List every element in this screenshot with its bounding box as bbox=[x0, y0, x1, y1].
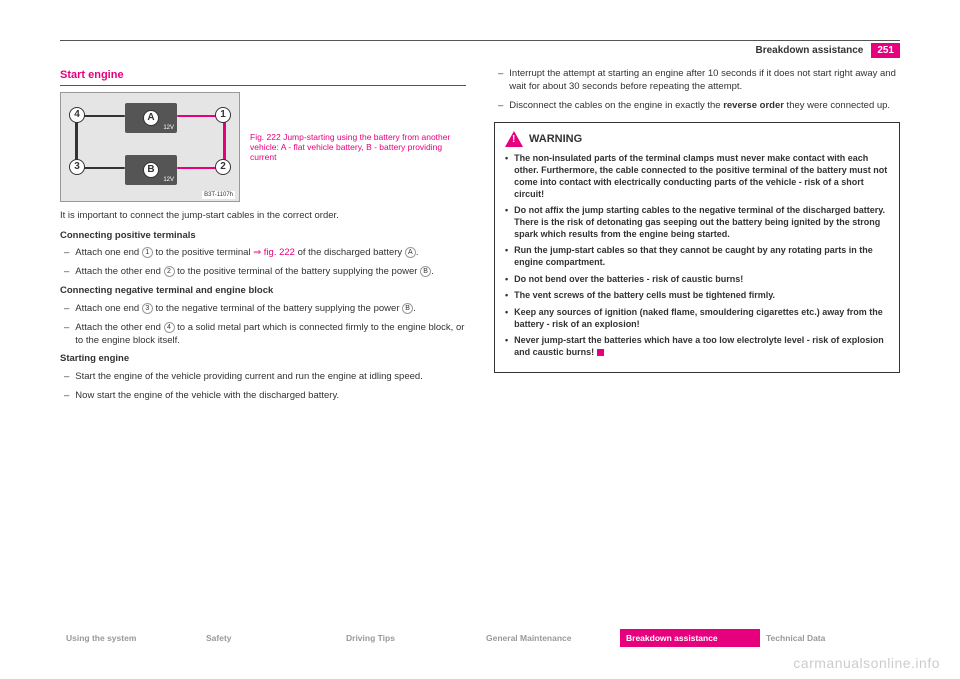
dash-icon: – bbox=[64, 266, 69, 279]
right-column: – Interrupt the attempt at starting an e… bbox=[494, 68, 900, 409]
footer-nav: Using the system Safety Driving Tips Gen… bbox=[60, 629, 900, 647]
warning-item-5: •The vent screws of the battery cells mu… bbox=[505, 290, 889, 302]
nav-driving-tips[interactable]: Driving Tips bbox=[340, 629, 480, 647]
section-name: Breakdown assistance bbox=[755, 45, 863, 56]
diagram-num-4: 4 bbox=[69, 107, 85, 123]
bullet-r1: – Interrupt the attempt at starting an e… bbox=[494, 68, 900, 94]
dash-icon: – bbox=[498, 100, 503, 113]
intro-paragraph: It is important to connect the jump-star… bbox=[60, 210, 466, 223]
bullet-3a-text: Start the engine of the vehicle providin… bbox=[75, 371, 423, 384]
nav-breakdown-assistance[interactable]: Breakdown assistance bbox=[620, 629, 760, 647]
nav-general-maintenance[interactable]: General Maintenance bbox=[480, 629, 620, 647]
warning-item-1: •The non-insulated parts of the terminal… bbox=[505, 153, 889, 200]
battery-a-label: A bbox=[143, 110, 159, 126]
figure-222-diagram: A 12V B 12V 1 2 3 4 bbox=[60, 92, 240, 202]
bullet-1a-text: Attach one end 1 to the positive termina… bbox=[75, 247, 418, 260]
page-header: Breakdown assistance 251 bbox=[60, 43, 900, 58]
bullet-2a: – Attach one end 3 to the negative termi… bbox=[60, 303, 466, 316]
warning-header: WARNING bbox=[505, 131, 889, 147]
warning-title: WARNING bbox=[529, 132, 582, 147]
bullet-1b: – Attach the other end 2 to the positive… bbox=[60, 266, 466, 279]
nav-safety[interactable]: Safety bbox=[200, 629, 340, 647]
fig-ref: ⇒ fig. 222 bbox=[253, 247, 295, 258]
ref-circle-b2: B bbox=[402, 303, 413, 314]
bullet-3b: – Now start the engine of the vehicle wi… bbox=[60, 390, 466, 403]
diagram-num-3: 3 bbox=[69, 159, 85, 175]
dash-icon: – bbox=[64, 371, 69, 384]
diagram-num-1: 1 bbox=[215, 107, 231, 123]
warning-item-4: •Do not bend over the batteries - risk o… bbox=[505, 274, 889, 286]
dash-icon: – bbox=[64, 390, 69, 403]
battery-b: B 12V bbox=[125, 155, 177, 185]
bullet-1b-text: Attach the other end 2 to the positive t… bbox=[75, 266, 433, 279]
figure-code: B3T-1107h bbox=[202, 191, 235, 199]
battery-b-label: B bbox=[143, 162, 159, 178]
top-rule bbox=[60, 40, 900, 41]
warning-item-6: •Keep any sources of ignition (naked fla… bbox=[505, 307, 889, 330]
bullet-1a: – Attach one end 1 to the positive termi… bbox=[60, 247, 466, 260]
page-number-badge: 251 bbox=[871, 43, 900, 58]
warning-item-7: •Never jump-start the batteries which ha… bbox=[505, 335, 889, 358]
figure-row: A 12V B 12V 1 2 3 4 bbox=[60, 92, 466, 202]
bullet-r1-text: Interrupt the attempt at starting an eng… bbox=[509, 68, 900, 94]
subhead-positive: Connecting positive terminals bbox=[60, 230, 466, 243]
bullet-2b-text: Attach the other end 4 to a solid metal … bbox=[75, 322, 466, 348]
bullet-2b: – Attach the other end 4 to a solid meta… bbox=[60, 322, 466, 348]
warning-box: WARNING •The non-insulated parts of the … bbox=[494, 122, 900, 372]
subhead-starting: Starting engine bbox=[60, 353, 466, 366]
section-heading: Start engine bbox=[60, 68, 466, 86]
ref-circle-a: A bbox=[405, 247, 416, 258]
diagram-num-2: 2 bbox=[215, 159, 231, 175]
nav-technical-data[interactable]: Technical Data bbox=[760, 629, 900, 647]
page-content: Breakdown assistance 251 Start engine A … bbox=[60, 40, 900, 639]
warning-item-3: •Run the jump-start cables so that they … bbox=[505, 245, 889, 268]
subhead-negative: Connecting negative terminal and engine … bbox=[60, 285, 466, 298]
ref-circle-4: 4 bbox=[164, 322, 175, 333]
dash-icon: – bbox=[64, 247, 69, 260]
dash-icon: – bbox=[498, 68, 503, 94]
figure-caption: Fig. 222 Jump-starting using the battery… bbox=[250, 132, 466, 163]
ref-circle-1: 1 bbox=[142, 247, 153, 258]
battery-b-voltage: 12V bbox=[163, 176, 174, 184]
watermark: carmanualsonline.info bbox=[793, 655, 940, 671]
dash-icon: – bbox=[64, 303, 69, 316]
dash-icon: – bbox=[64, 322, 69, 348]
battery-a-voltage: 12V bbox=[163, 124, 174, 132]
warning-triangle-icon bbox=[505, 131, 523, 147]
two-column-layout: Start engine A 12V B 12V bbox=[60, 68, 900, 409]
bullet-2a-text: Attach one end 3 to the negative termina… bbox=[75, 303, 415, 316]
left-column: Start engine A 12V B 12V bbox=[60, 68, 466, 409]
battery-a: A 12V bbox=[125, 103, 177, 133]
ref-circle-3: 3 bbox=[142, 303, 153, 314]
bullet-3b-text: Now start the engine of the vehicle with… bbox=[75, 390, 339, 403]
end-square-icon bbox=[597, 349, 604, 356]
bullet-r2: – Disconnect the cables on the engine in… bbox=[494, 100, 900, 113]
nav-using-system[interactable]: Using the system bbox=[60, 629, 200, 647]
warning-item-2: •Do not affix the jump starting cables t… bbox=[505, 205, 889, 240]
ref-circle-b: B bbox=[420, 266, 431, 277]
bullet-3a: – Start the engine of the vehicle provid… bbox=[60, 371, 466, 384]
bullet-r2-text: Disconnect the cables on the engine in e… bbox=[509, 100, 890, 113]
ref-circle-2: 2 bbox=[164, 266, 175, 277]
